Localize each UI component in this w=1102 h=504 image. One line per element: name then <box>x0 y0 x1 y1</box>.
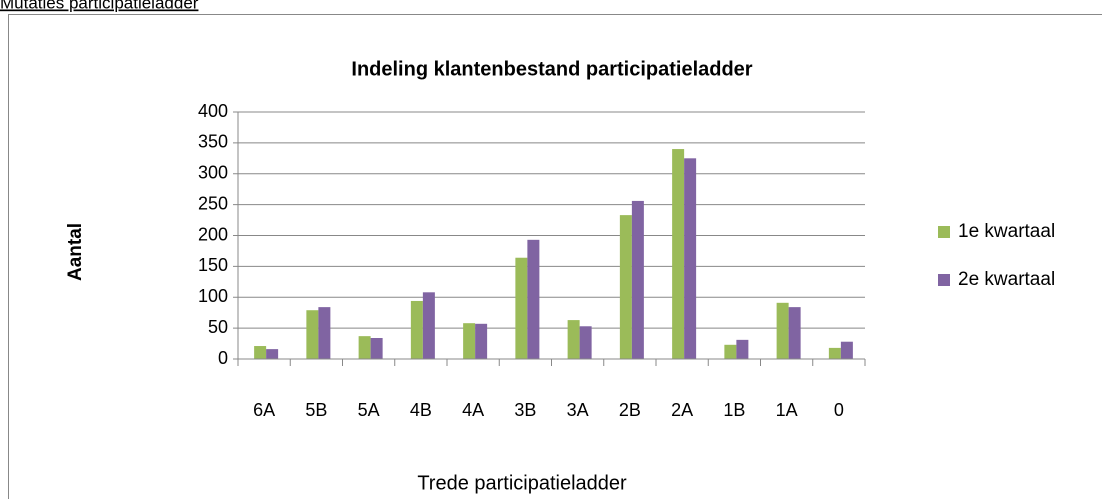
bar <box>527 240 539 359</box>
bar <box>463 323 475 359</box>
bar <box>318 307 330 359</box>
x-tick-label: 3B <box>514 400 536 420</box>
bar <box>841 342 853 359</box>
bar <box>777 303 789 359</box>
bar <box>684 158 696 359</box>
x-tick-label: 1A <box>776 400 798 420</box>
bar <box>266 349 278 359</box>
bar <box>306 310 318 359</box>
y-tick-label: 200 <box>198 224 228 244</box>
bar <box>515 258 527 359</box>
y-tick-label: 400 <box>198 101 228 121</box>
x-tick-label: 5A <box>358 400 380 420</box>
bar <box>359 336 371 359</box>
legend-swatch <box>938 274 950 286</box>
y-tick-label: 350 <box>198 132 228 152</box>
bar <box>829 348 841 359</box>
chart-title: Indeling klantenbestand participatieladd… <box>351 58 752 80</box>
bar <box>423 292 435 359</box>
y-tick-label: 300 <box>198 163 228 183</box>
y-tick-label: 50 <box>208 317 228 337</box>
bar <box>568 320 580 359</box>
bar <box>724 345 736 359</box>
bar <box>580 326 592 359</box>
x-tick-label: 0 <box>834 400 844 420</box>
x-tick-label: 5B <box>305 400 327 420</box>
x-tick-label: 6A <box>253 400 275 420</box>
bar <box>632 201 644 359</box>
bar <box>672 149 684 359</box>
x-tick-label: 2B <box>619 400 641 420</box>
legend-label: 1e kwartaal <box>958 221 1055 242</box>
bar <box>371 338 383 359</box>
x-axis-label: Trede participatieladder <box>417 472 627 494</box>
x-tick-label: 4A <box>462 400 484 420</box>
legend-swatch <box>938 226 950 238</box>
y-axis-label: Aantal <box>65 223 86 281</box>
bar <box>789 307 801 359</box>
x-tick-label: 2A <box>671 400 693 420</box>
y-tick-label: 250 <box>198 193 228 213</box>
legend-label: 2e kwartaal <box>958 269 1055 290</box>
chart-frame <box>9 15 1102 500</box>
y-tick-label: 150 <box>198 255 228 275</box>
x-tick-label: 4B <box>410 400 432 420</box>
bar <box>411 301 423 359</box>
y-tick-label: 0 <box>218 348 228 368</box>
bar <box>475 324 487 359</box>
page-heading: Mutaties participatieladder <box>0 0 199 12</box>
y-tick-label: 100 <box>198 286 228 306</box>
x-tick-label: 3A <box>567 400 589 420</box>
x-tick-label: 1B <box>723 400 745 420</box>
bar <box>254 346 266 359</box>
bar <box>620 215 632 359</box>
bar <box>736 340 748 359</box>
